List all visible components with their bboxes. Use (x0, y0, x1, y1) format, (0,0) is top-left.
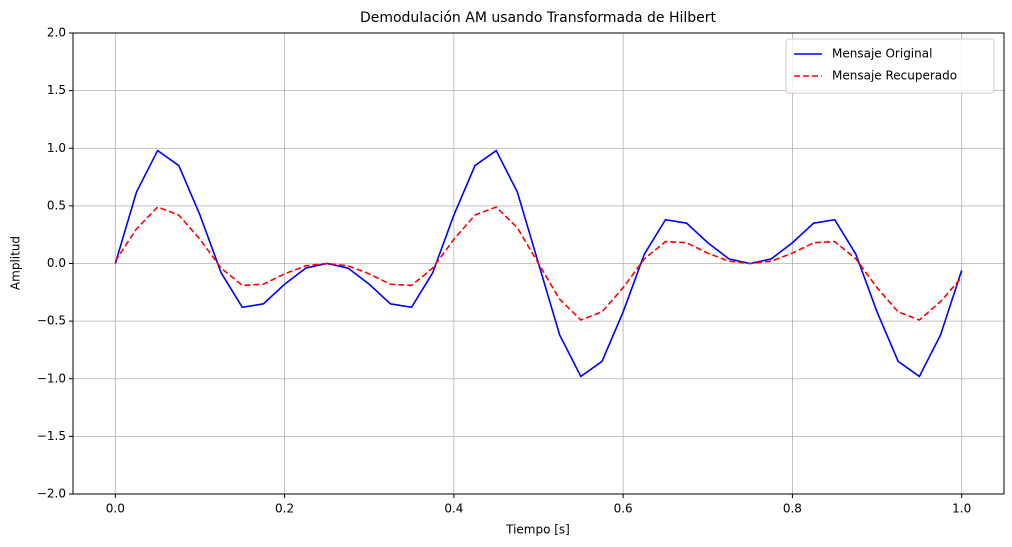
y-tick-label: 1.0 (47, 141, 66, 155)
legend: Mensaje Original Mensaje Recuperado (785, 38, 995, 94)
y-tick-label: 1.5 (47, 83, 66, 97)
series-line (114, 206, 963, 321)
y-tick-label: −1.5 (37, 429, 66, 443)
y-tick-label: 0.0 (47, 256, 66, 270)
x-tick-label: 0.8 (783, 502, 802, 516)
y-tick-label: 2.0 (47, 26, 66, 40)
x-tick-label: 0.0 (106, 502, 125, 516)
y-tick-label: −2.0 (37, 487, 66, 501)
y-tick-label: 0.5 (47, 198, 66, 212)
plot-frame (72, 32, 1005, 495)
x-tick-label: 0.4 (444, 502, 463, 516)
x-tick-label: 1.0 (952, 502, 971, 516)
x-tick-label: 0.2 (275, 502, 294, 516)
chart-title: Demodulación AM usando Transformada de H… (360, 10, 717, 26)
legend-label: Mensaje Original (832, 47, 932, 61)
x-tick-label: 0.6 (614, 502, 633, 516)
y-tick-label: −0.5 (37, 314, 66, 328)
x-axis-label: Tiempo [s] (505, 523, 570, 537)
y-axis-label: Amplitud (9, 236, 23, 290)
y-tick-label: −1.0 (37, 371, 66, 385)
legend-label: Mensaje Recuperado (832, 69, 957, 83)
legend-box (785, 38, 995, 94)
